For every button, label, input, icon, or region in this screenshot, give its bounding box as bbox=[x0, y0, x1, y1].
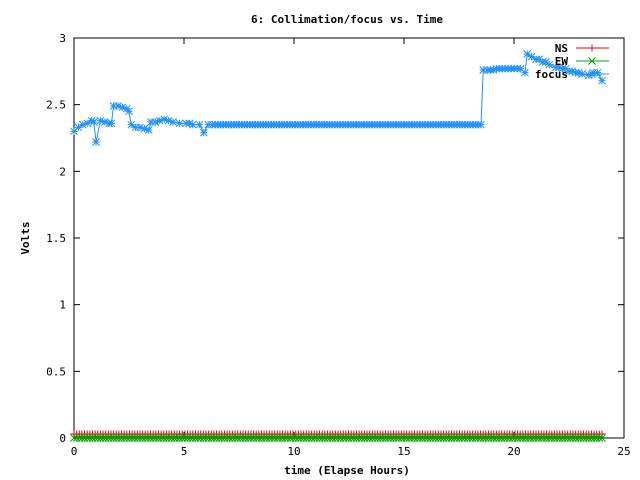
legend-marker-ns bbox=[588, 44, 596, 52]
data-point-ew bbox=[595, 434, 604, 442]
series-focus bbox=[70, 50, 606, 146]
data-point-focus bbox=[89, 118, 98, 126]
data-point-focus bbox=[78, 120, 87, 129]
x-tick-label: 10 bbox=[287, 445, 300, 458]
x-tick-label: 15 bbox=[397, 445, 410, 458]
data-point-focus bbox=[100, 118, 109, 126]
x-tick-label: 5 bbox=[181, 445, 188, 458]
data-point-focus bbox=[199, 128, 208, 137]
x-axis-title: time (Elapse Hours) bbox=[284, 464, 410, 477]
data-point-focus bbox=[527, 52, 536, 61]
y-tick-label: 2 bbox=[59, 165, 66, 178]
data-point-focus bbox=[477, 120, 485, 129]
data-point-focus bbox=[125, 107, 133, 116]
data-point-ns bbox=[598, 430, 606, 438]
y-tick-label: 1.5 bbox=[46, 232, 66, 245]
data-point-focus bbox=[164, 116, 173, 125]
data-point-focus bbox=[140, 124, 149, 133]
x-tick-label: 0 bbox=[71, 445, 78, 458]
data-point-focus bbox=[195, 120, 204, 129]
data-point-focus bbox=[83, 119, 92, 128]
legend-label-focus: focus bbox=[535, 68, 568, 81]
data-point-focus bbox=[144, 126, 153, 134]
data-point-focus bbox=[521, 68, 529, 77]
y-tick-label: 3 bbox=[59, 32, 66, 45]
data-point-focus bbox=[107, 119, 116, 128]
series-ns bbox=[70, 430, 606, 438]
data-point-focus bbox=[118, 103, 127, 112]
legend-label-ns: NS bbox=[555, 42, 568, 55]
series-line-focus bbox=[73, 53, 603, 143]
plot-frame bbox=[73, 37, 625, 439]
x-tick-label: 25 bbox=[617, 445, 630, 458]
y-tick-label: 2.5 bbox=[46, 99, 66, 112]
legend-marker-focus bbox=[588, 70, 596, 78]
legend-label-ew: EW bbox=[555, 55, 569, 68]
data-point-ew bbox=[598, 434, 606, 442]
data-point-focus bbox=[598, 76, 606, 85]
data-point-focus bbox=[114, 102, 122, 110]
y-axis-title: Volts bbox=[19, 221, 32, 254]
data-point-focus bbox=[155, 116, 164, 125]
data-point-focus bbox=[92, 138, 100, 146]
data-point-focus bbox=[96, 116, 105, 125]
series-layer bbox=[70, 50, 606, 442]
y-tick-label: 0 bbox=[59, 432, 66, 445]
data-point-focus bbox=[175, 119, 184, 128]
chart-title: 6: Collimation/focus vs. Time bbox=[251, 13, 443, 26]
y-tick-label: 0.5 bbox=[46, 365, 66, 378]
data-point-focus bbox=[545, 60, 554, 69]
data-point-focus bbox=[169, 118, 177, 126]
y-tick-label: 1 bbox=[59, 299, 66, 312]
data-point-focus bbox=[160, 115, 169, 124]
data-point-focus bbox=[151, 118, 160, 126]
x-tick-label: 20 bbox=[507, 445, 520, 458]
data-point-focus bbox=[136, 123, 144, 132]
series-ew bbox=[70, 434, 606, 442]
axis-ticks: 0 5 10 15 20 25 0 0.5 1 1.5 2 2.5 3 bbox=[46, 32, 631, 458]
plot-border bbox=[73, 37, 625, 439]
data-point-focus bbox=[188, 120, 197, 129]
legend-marker-ew bbox=[588, 57, 596, 65]
